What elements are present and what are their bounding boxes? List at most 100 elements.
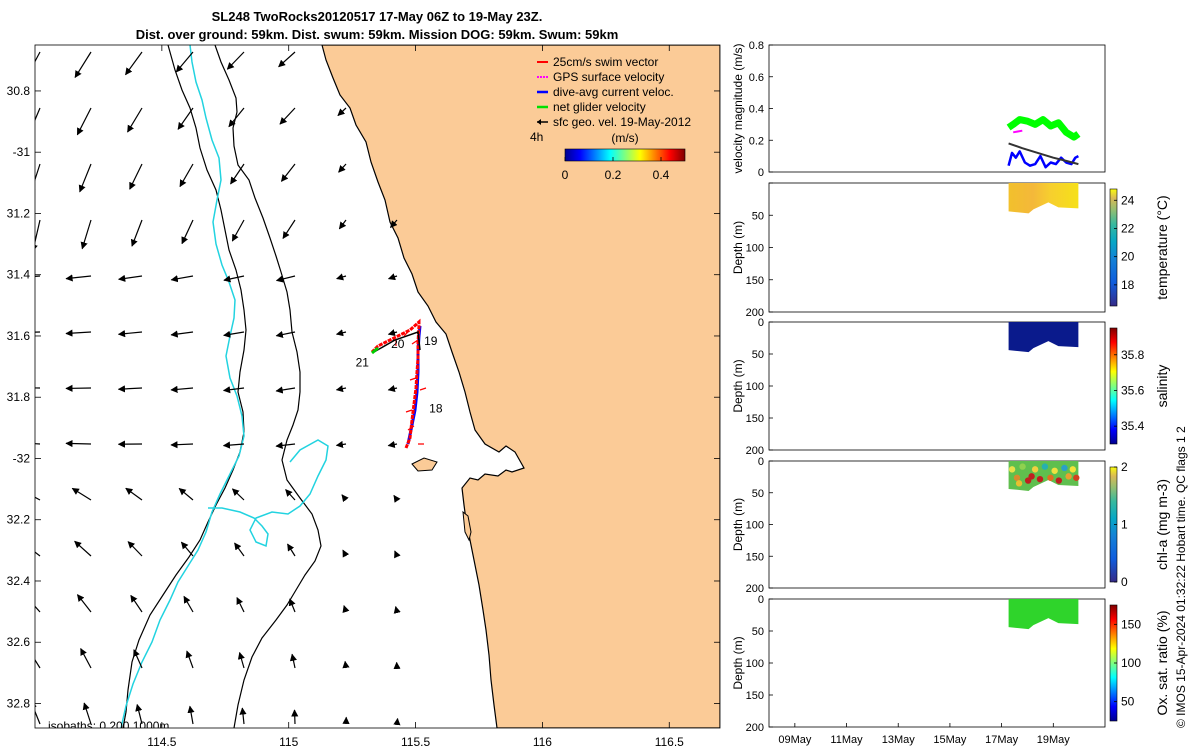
chart-title: SL248 TwoRocks20120517 17-May 06Z to 19-… bbox=[212, 9, 543, 24]
geo-velocity-arrow bbox=[35, 219, 41, 252]
velocity-panel-y-tick-label: 0 bbox=[758, 167, 764, 179]
track-swim-ticks bbox=[395, 331, 427, 445]
time-x-tick-label: 19May bbox=[1037, 734, 1071, 746]
profile-panel-1: 50 100 150 200 Depth (m) 18 20 22 24 temperature … bbox=[731, 182, 1170, 319]
profile-panel-3: 0 50 100 150 200 Depth (m) 0 1 2 chl-a (mg m-3) bbox=[731, 456, 1170, 595]
profile-panel-2-y-tick-label: 100 bbox=[746, 381, 764, 393]
profile-panel-2-y-label: Depth (m) bbox=[731, 359, 745, 412]
geo-velocity-arrow bbox=[231, 488, 245, 501]
geo-velocity-arrow bbox=[342, 660, 350, 669]
geo-velocity-arrow bbox=[125, 487, 143, 501]
profile-panel-1-y-tick-label: 100 bbox=[746, 243, 764, 255]
geo-velocity-arrow bbox=[76, 594, 92, 613]
geo-velocity-arrow bbox=[117, 385, 143, 393]
geo-velocity-arrow bbox=[35, 107, 41, 122]
geo-velocity-arrow bbox=[177, 107, 194, 130]
geo-velocity-arrow bbox=[35, 496, 41, 501]
velocity-panel-y-tick-label: 0.4 bbox=[749, 104, 764, 116]
profile-panel-2-data bbox=[1008, 322, 1079, 353]
cyan-contour bbox=[120, 45, 245, 728]
geo-velocity-arrow bbox=[35, 331, 41, 333]
velocity-series-0 bbox=[1006, 116, 1081, 141]
profile-panel-2-colorbar-tick-label: 35.8 bbox=[1121, 348, 1145, 362]
day-label: 21 bbox=[356, 356, 370, 370]
velocity-panel-y-label: velocity magnitude (m/s) bbox=[731, 43, 745, 173]
geo-velocity-arrow bbox=[275, 330, 296, 339]
geo-velocity-arrow bbox=[35, 275, 41, 277]
geo-velocity-arrow bbox=[125, 51, 143, 76]
profile-panel-3-y-tick-label: 50 bbox=[752, 488, 764, 500]
legend-4h: 4h bbox=[530, 130, 543, 144]
geo-velocity-arrow bbox=[335, 329, 347, 337]
chl-a-patch bbox=[1051, 467, 1058, 474]
day-label: 20 bbox=[391, 337, 405, 351]
profile-panel-3-data bbox=[1008, 461, 1079, 491]
geo-velocity-arrow bbox=[278, 51, 296, 68]
profile-panel-4-y-tick-label: 50 bbox=[752, 626, 764, 638]
profile-panel-4-colorbar-tick-label: 150 bbox=[1121, 617, 1141, 631]
profile-panel-3-colorbar-label: chl-a (mg m-3) bbox=[1154, 479, 1170, 570]
map-colorbar-tick-label: 0 bbox=[562, 168, 569, 182]
geo-velocity-arrow bbox=[226, 51, 245, 70]
profile-panel-3-y-tick-label: 100 bbox=[746, 520, 764, 532]
geo-velocity-arrow bbox=[179, 163, 194, 188]
geo-velocity-arrow bbox=[170, 275, 194, 283]
geo-velocity-arrow bbox=[342, 549, 350, 558]
chl-a-patch bbox=[1041, 463, 1049, 470]
profile-panel-1-colorbar-tick-label: 20 bbox=[1121, 250, 1135, 264]
geo-velocity-arrow bbox=[275, 275, 296, 283]
geo-velocity-arrow bbox=[223, 330, 245, 338]
map-y-tick-label: 31.8 bbox=[7, 390, 31, 404]
geo-velocity-arrow bbox=[285, 489, 296, 501]
profile-panel-2-colorbar-tick-label: 35.6 bbox=[1121, 383, 1145, 397]
velocity-panel-y-tick-label: 0.2 bbox=[749, 135, 764, 147]
profile-panel-4-y-tick-label: 100 bbox=[746, 658, 764, 670]
chl-a-patch bbox=[1069, 466, 1076, 473]
map-colorbar-ticks: 0 0.2 0.4 bbox=[562, 157, 670, 182]
profile-panel-3-colorbar-tick-label: 0 bbox=[1121, 575, 1128, 589]
imos-copyright: © IMOS 15-Apr-2024 01:32:22 Hobart time.… bbox=[1174, 426, 1188, 728]
day-label: 19 bbox=[424, 334, 438, 348]
profile-panel-4-y-tick-label: 150 bbox=[746, 690, 764, 702]
geo-velocity-arrow bbox=[393, 494, 401, 503]
cyan-loop bbox=[208, 439, 329, 548]
map-y-tick-label: 32.2 bbox=[7, 513, 31, 527]
geo-velocity-arrow bbox=[236, 596, 245, 613]
time-x-tick-label: 15May bbox=[933, 734, 967, 746]
geo-velocity-arrow bbox=[341, 494, 349, 503]
geo-velocity-arrow bbox=[181, 219, 194, 245]
geo-velocity-arrow bbox=[35, 443, 41, 445]
legend-entry-dive-avg: dive-avg current veloc. bbox=[537, 85, 674, 99]
geo-velocity-arrow bbox=[223, 275, 245, 283]
geo-velocity-arrow bbox=[231, 219, 245, 242]
geo-velocity-arrow bbox=[390, 219, 398, 229]
geo-velocity-arrow bbox=[129, 163, 143, 190]
map-colorbar-tick-label: 0.4 bbox=[653, 168, 670, 182]
sfc-geo-vector-field bbox=[35, 51, 401, 726]
profile-panel-1-y-tick-label: 200 bbox=[746, 307, 764, 319]
map-x-ticks: 114.5 115 115.5 116 116.5 bbox=[147, 45, 684, 749]
geo-velocity-arrow bbox=[35, 605, 41, 613]
geo-velocity-arrow bbox=[35, 658, 41, 669]
geo-velocity-arrow bbox=[80, 647, 92, 669]
profile-panel-2-y-tick-label: 0 bbox=[758, 317, 764, 329]
day-labels: 18 19 20 21 bbox=[356, 334, 443, 415]
geo-velocity-arrow bbox=[222, 386, 245, 394]
velocity-series-2 bbox=[1008, 142, 1079, 166]
legend-entry-net: net glider velocity bbox=[537, 100, 646, 114]
profile-panel-2: 0 50 100 150 200 Depth (m) 35.4 35.6 35.8 salinit… bbox=[731, 317, 1170, 457]
geo-velocity-arrow bbox=[117, 330, 143, 338]
chl-a-patch bbox=[1013, 474, 1021, 481]
geo-velocity-arrow bbox=[288, 598, 296, 613]
profile-panel-1-colorbar-label: temperature (°C) bbox=[1154, 195, 1170, 299]
profile-panel-4: 0 50 100 150 200 Depth (m) 50 100 150 Ox. sat. ra… bbox=[731, 594, 1170, 734]
geo-velocity-arrow bbox=[170, 441, 194, 449]
geo-velocity-arrow bbox=[228, 107, 245, 128]
geo-velocity-arrow bbox=[394, 550, 401, 559]
geo-velocity-arrow bbox=[279, 107, 296, 125]
geo-velocity-arrow bbox=[187, 705, 195, 725]
profile-panel-3-y-tick-label: 0 bbox=[758, 456, 764, 468]
geo-velocity-arrow bbox=[130, 219, 143, 247]
profile-panel-3-y-label: Depth (m) bbox=[731, 498, 745, 551]
geo-velocity-arrow bbox=[337, 107, 347, 116]
